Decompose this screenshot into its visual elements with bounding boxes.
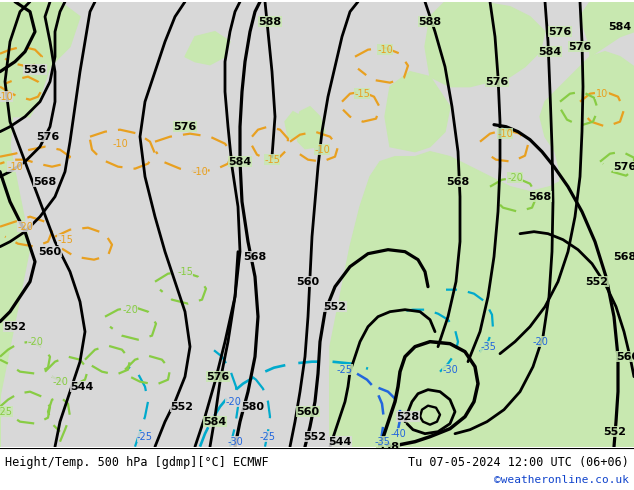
Polygon shape bbox=[580, 1, 634, 57]
Polygon shape bbox=[285, 112, 302, 139]
Text: 576: 576 bbox=[613, 162, 634, 172]
Text: -20: -20 bbox=[122, 305, 138, 315]
Text: -20: -20 bbox=[27, 337, 43, 347]
Text: 560: 560 bbox=[297, 407, 320, 416]
Text: 576: 576 bbox=[207, 372, 230, 382]
Text: 568: 568 bbox=[613, 252, 634, 262]
Text: -15: -15 bbox=[177, 267, 193, 277]
Text: 576: 576 bbox=[548, 26, 572, 37]
Text: 584: 584 bbox=[228, 157, 252, 167]
Text: 552: 552 bbox=[171, 402, 193, 412]
Text: -10: -10 bbox=[7, 162, 23, 172]
Text: -35: -35 bbox=[374, 437, 390, 447]
Text: -15: -15 bbox=[57, 235, 73, 245]
Text: -35: -35 bbox=[480, 342, 496, 352]
Polygon shape bbox=[330, 347, 380, 447]
Text: 584: 584 bbox=[538, 47, 562, 57]
Text: -25: -25 bbox=[337, 365, 353, 375]
Polygon shape bbox=[330, 342, 634, 447]
Text: 576: 576 bbox=[486, 76, 508, 87]
Text: 568: 568 bbox=[528, 192, 552, 202]
Polygon shape bbox=[330, 152, 634, 447]
Text: -20: -20 bbox=[532, 337, 548, 347]
Text: -15: -15 bbox=[264, 155, 280, 165]
Text: 538: 538 bbox=[377, 441, 399, 452]
Text: 560: 560 bbox=[616, 352, 634, 362]
Polygon shape bbox=[540, 51, 634, 187]
Polygon shape bbox=[185, 32, 230, 65]
Text: -10: -10 bbox=[497, 129, 513, 139]
Text: -10: -10 bbox=[314, 145, 330, 155]
Text: -40: -40 bbox=[390, 429, 406, 439]
Text: 576: 576 bbox=[568, 42, 592, 51]
Text: -10: -10 bbox=[112, 139, 128, 148]
Text: -25: -25 bbox=[137, 432, 153, 441]
Text: -10: -10 bbox=[0, 92, 13, 102]
Text: 576: 576 bbox=[173, 122, 197, 132]
Text: 552: 552 bbox=[604, 427, 626, 437]
Text: 568: 568 bbox=[446, 177, 470, 187]
Polygon shape bbox=[425, 1, 545, 87]
Text: 576: 576 bbox=[36, 132, 60, 142]
Text: -30: -30 bbox=[442, 365, 458, 375]
Text: -30: -30 bbox=[227, 437, 243, 447]
Text: 580: 580 bbox=[242, 402, 264, 412]
Text: 552: 552 bbox=[323, 302, 347, 312]
Text: 584: 584 bbox=[204, 416, 226, 427]
Text: 560: 560 bbox=[39, 246, 61, 257]
Text: 588: 588 bbox=[259, 17, 281, 26]
Polygon shape bbox=[385, 72, 450, 152]
Text: 584: 584 bbox=[609, 22, 631, 32]
Text: 552: 552 bbox=[4, 321, 27, 332]
Text: 10: 10 bbox=[596, 89, 608, 98]
Text: -25: -25 bbox=[0, 407, 13, 416]
Text: 552: 552 bbox=[304, 432, 327, 441]
Text: -20: -20 bbox=[52, 377, 68, 387]
Text: 528: 528 bbox=[396, 412, 420, 422]
Text: 552: 552 bbox=[586, 277, 609, 287]
Polygon shape bbox=[295, 107, 325, 148]
Text: 536: 536 bbox=[23, 65, 46, 74]
Text: -10: -10 bbox=[377, 45, 393, 55]
Text: 568: 568 bbox=[34, 177, 56, 187]
Text: -10: -10 bbox=[192, 167, 208, 177]
Text: Tu 07-05-2024 12:00 UTC (06+06): Tu 07-05-2024 12:00 UTC (06+06) bbox=[408, 456, 629, 469]
Text: 560: 560 bbox=[297, 277, 320, 287]
Text: 568: 568 bbox=[243, 252, 267, 262]
Text: -20: -20 bbox=[17, 221, 33, 232]
Text: 588: 588 bbox=[418, 17, 441, 26]
Text: 544: 544 bbox=[70, 382, 94, 392]
Text: -20: -20 bbox=[507, 172, 523, 183]
Text: 544: 544 bbox=[328, 437, 352, 447]
Text: ©weatheronline.co.uk: ©weatheronline.co.uk bbox=[494, 475, 629, 485]
Text: -25: -25 bbox=[260, 432, 276, 441]
Polygon shape bbox=[0, 1, 80, 117]
Text: -20: -20 bbox=[225, 397, 241, 407]
Polygon shape bbox=[0, 1, 30, 447]
Text: Height/Temp. 500 hPa [gdmp][°C] ECMWF: Height/Temp. 500 hPa [gdmp][°C] ECMWF bbox=[5, 456, 269, 469]
Text: -15: -15 bbox=[354, 89, 370, 98]
